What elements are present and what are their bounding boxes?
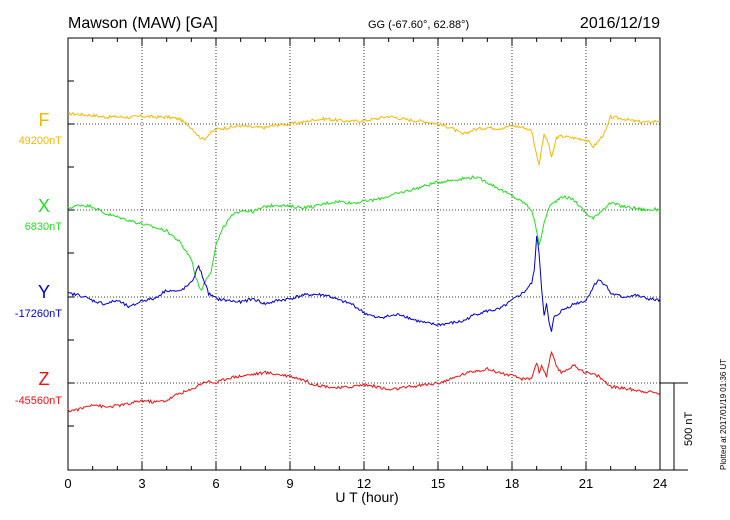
baseline-value-y: -17260nT <box>15 308 62 320</box>
x-axis-label: U T (hour) <box>335 489 398 505</box>
plotted-timestamp: Plotted at 2017/01/19 01:36 UT <box>719 359 728 470</box>
series-label-f: F <box>39 110 50 130</box>
trace-f <box>68 111 661 167</box>
coordinates-label: GG (-67.60°, 62.88°) <box>368 19 469 31</box>
x-tick-label-18: 18 <box>505 476 519 491</box>
baseline-value-z: -45560nT <box>15 395 62 407</box>
x-axis-ticks: 0 3 6 9 12 15 18 21 24 <box>64 38 667 491</box>
scale-bar-label: 500 nT <box>683 411 695 446</box>
series-label-y: Y <box>38 282 50 302</box>
scale-bar: 500 nT <box>660 382 695 471</box>
x-tick-label-0: 0 <box>64 476 71 491</box>
series-label-x: X <box>38 196 50 216</box>
baseline-value-f: 49200nT <box>19 135 63 147</box>
baseline-value-x: 6830nT <box>25 221 63 233</box>
trace-z <box>67 350 661 413</box>
x-tick-label-12: 12 <box>357 476 371 491</box>
x-tick-label-9: 9 <box>286 476 293 491</box>
date-label: 2016/12/19 <box>580 15 660 32</box>
x-tick-label-3: 3 <box>138 476 145 491</box>
trace-x <box>67 175 661 291</box>
x-tick-label-15: 15 <box>431 476 445 491</box>
x-tick-label-6: 6 <box>212 476 219 491</box>
series-label-z: Z <box>39 369 50 389</box>
station-title: Mawson (MAW) [GA] <box>68 15 218 32</box>
x-tick-label-21: 21 <box>579 476 593 491</box>
vertical-grid <box>141 38 587 470</box>
trace-y <box>67 235 661 332</box>
x-tick-label-24: 24 <box>653 476 667 491</box>
traces <box>67 111 661 413</box>
series-labels: F 49200nT X 6830nT Y -17260nT Z -45560nT <box>15 110 62 407</box>
